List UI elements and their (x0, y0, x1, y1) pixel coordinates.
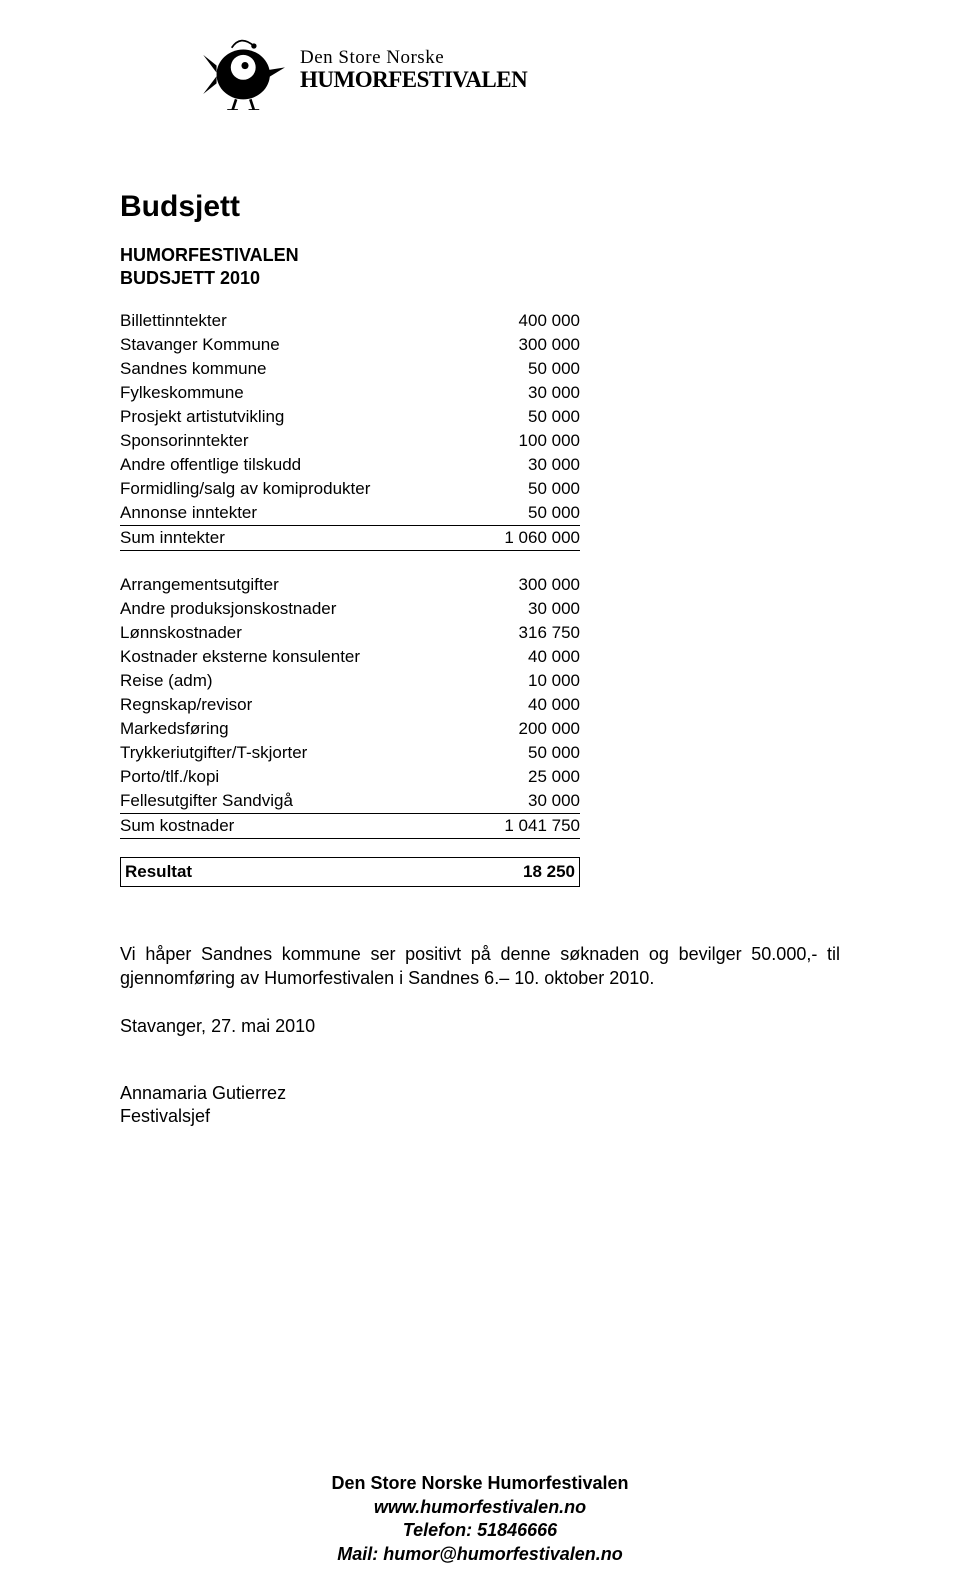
table-row: Fellesutgifter Sandvigå30 000 (120, 789, 580, 814)
row-label: Fellesutgifter Sandvigå (120, 789, 460, 814)
row-value: 50 000 (460, 357, 580, 381)
table-row: Andre offentlige tilskudd30 000 (120, 453, 580, 477)
footer-line1: Den Store Norske Humorfestivalen (0, 1472, 960, 1495)
income-table: Billettinntekter400 000Stavanger Kommune… (120, 309, 580, 551)
result-value: 18 250 (455, 858, 580, 887)
row-value: 300 000 (460, 573, 580, 597)
table-row: Prosjekt artistutvikling50 000 (120, 405, 580, 429)
table-row: Billettinntekter400 000 (120, 309, 580, 333)
footer-line4: Mail: humor@humorfestivalen.no (0, 1543, 960, 1566)
header-logo: Den Store Norske HUMORFESTIVALEN (200, 30, 840, 110)
footer: Den Store Norske Humorfestivalen www.hum… (0, 1472, 960, 1566)
row-label: Andre produksjonskostnader (120, 597, 460, 621)
logo-line1: Den Store Norske (300, 48, 527, 68)
result-label: Resultat (121, 858, 456, 887)
row-value: 200 000 (460, 717, 580, 741)
row-label: Sandnes kommune (120, 357, 460, 381)
subtitle-1: HUMORFESTIVALEN (120, 244, 840, 267)
table-row: Kostnader eksterne konsulenter40 000 (120, 645, 580, 669)
sum-row: Sum inntekter1 060 000 (120, 526, 580, 551)
table-row: Sandnes kommune50 000 (120, 357, 580, 381)
table-row: Andre produksjonskostnader30 000 (120, 597, 580, 621)
row-label: Andre offentlige tilskudd (120, 453, 460, 477)
row-value: 30 000 (460, 597, 580, 621)
row-value: 10 000 (460, 669, 580, 693)
row-label: Regnskap/revisor (120, 693, 460, 717)
row-label: Porto/tlf./kopi (120, 765, 460, 789)
row-label: Sponsorinntekter (120, 429, 460, 453)
table-row: Regnskap/revisor40 000 (120, 693, 580, 717)
sign-date: Stavanger, 27. mai 2010 (120, 1016, 840, 1037)
row-value: 50 000 (460, 405, 580, 429)
row-label: Kostnader eksterne konsulenter (120, 645, 460, 669)
subtitle-2: BUDSJETT 2010 (120, 267, 840, 290)
table-row: Fylkeskommune30 000 (120, 381, 580, 405)
sign-name: Annamaria Gutierrez (120, 1083, 286, 1103)
row-value: 50 000 (460, 501, 580, 526)
footer-line2: www.humorfestivalen.no (0, 1496, 960, 1519)
row-value: 316 750 (460, 621, 580, 645)
expense-table: Arrangementsutgifter300 000Andre produks… (120, 573, 580, 839)
sum-label: Sum inntekter (120, 526, 460, 551)
logo-line2: HUMORFESTIVALEN (300, 68, 527, 92)
row-label: Arrangementsutgifter (120, 573, 460, 597)
row-label: Formidling/salg av komiprodukter (120, 477, 460, 501)
budget-block: Billettinntekter400 000Stavanger Kommune… (120, 309, 840, 887)
table-row: Formidling/salg av komiprodukter50 000 (120, 477, 580, 501)
table-row: Arrangementsutgifter300 000 (120, 573, 580, 597)
row-label: Markedsføring (120, 717, 460, 741)
row-value: 300 000 (460, 333, 580, 357)
table-row: Porto/tlf./kopi25 000 (120, 765, 580, 789)
row-label: Billettinntekter (120, 309, 460, 333)
row-value: 30 000 (460, 789, 580, 814)
result-table: Resultat 18 250 (120, 857, 580, 887)
row-value: 30 000 (460, 453, 580, 477)
row-label: Fylkeskommune (120, 381, 460, 405)
signature: Annamaria Gutierrez Festivalsjef (120, 1082, 840, 1129)
row-label: Trykkeriutgifter/T-skjorter (120, 741, 460, 765)
logo-icon (200, 30, 290, 110)
table-row: Annonse inntekter50 000 (120, 501, 580, 526)
row-value: 50 000 (460, 477, 580, 501)
row-label: Annonse inntekter (120, 501, 460, 526)
table-row: Reise (adm)10 000 (120, 669, 580, 693)
footer-line3: Telefon: 51846666 (0, 1519, 960, 1542)
row-label: Prosjekt artistutvikling (120, 405, 460, 429)
row-value: 25 000 (460, 765, 580, 789)
table-row: Stavanger Kommune300 000 (120, 333, 580, 357)
table-row: Sponsorinntekter100 000 (120, 429, 580, 453)
row-value: 50 000 (460, 741, 580, 765)
page-title: Budsjett (120, 190, 840, 224)
row-value: 30 000 (460, 381, 580, 405)
page: Den Store Norske HUMORFESTIVALEN Budsjet… (0, 0, 960, 1596)
body-text: Vi håper Sandnes kommune ser positivt på… (120, 942, 840, 991)
row-label: Stavanger Kommune (120, 333, 460, 357)
row-value: 40 000 (460, 693, 580, 717)
row-label: Lønnskostnader (120, 621, 460, 645)
sign-title: Festivalsjef (120, 1106, 210, 1126)
table-row: Trykkeriutgifter/T-skjorter50 000 (120, 741, 580, 765)
sum-row: Sum kostnader1 041 750 (120, 814, 580, 839)
row-label: Reise (adm) (120, 669, 460, 693)
sum-value: 1 060 000 (460, 526, 580, 551)
row-value: 400 000 (460, 309, 580, 333)
logo-text: Den Store Norske HUMORFESTIVALEN (300, 48, 527, 92)
sum-label: Sum kostnader (120, 814, 460, 839)
row-value: 40 000 (460, 645, 580, 669)
table-row: Markedsføring200 000 (120, 717, 580, 741)
row-value: 100 000 (460, 429, 580, 453)
sum-value: 1 041 750 (460, 814, 580, 839)
table-row: Lønnskostnader316 750 (120, 621, 580, 645)
